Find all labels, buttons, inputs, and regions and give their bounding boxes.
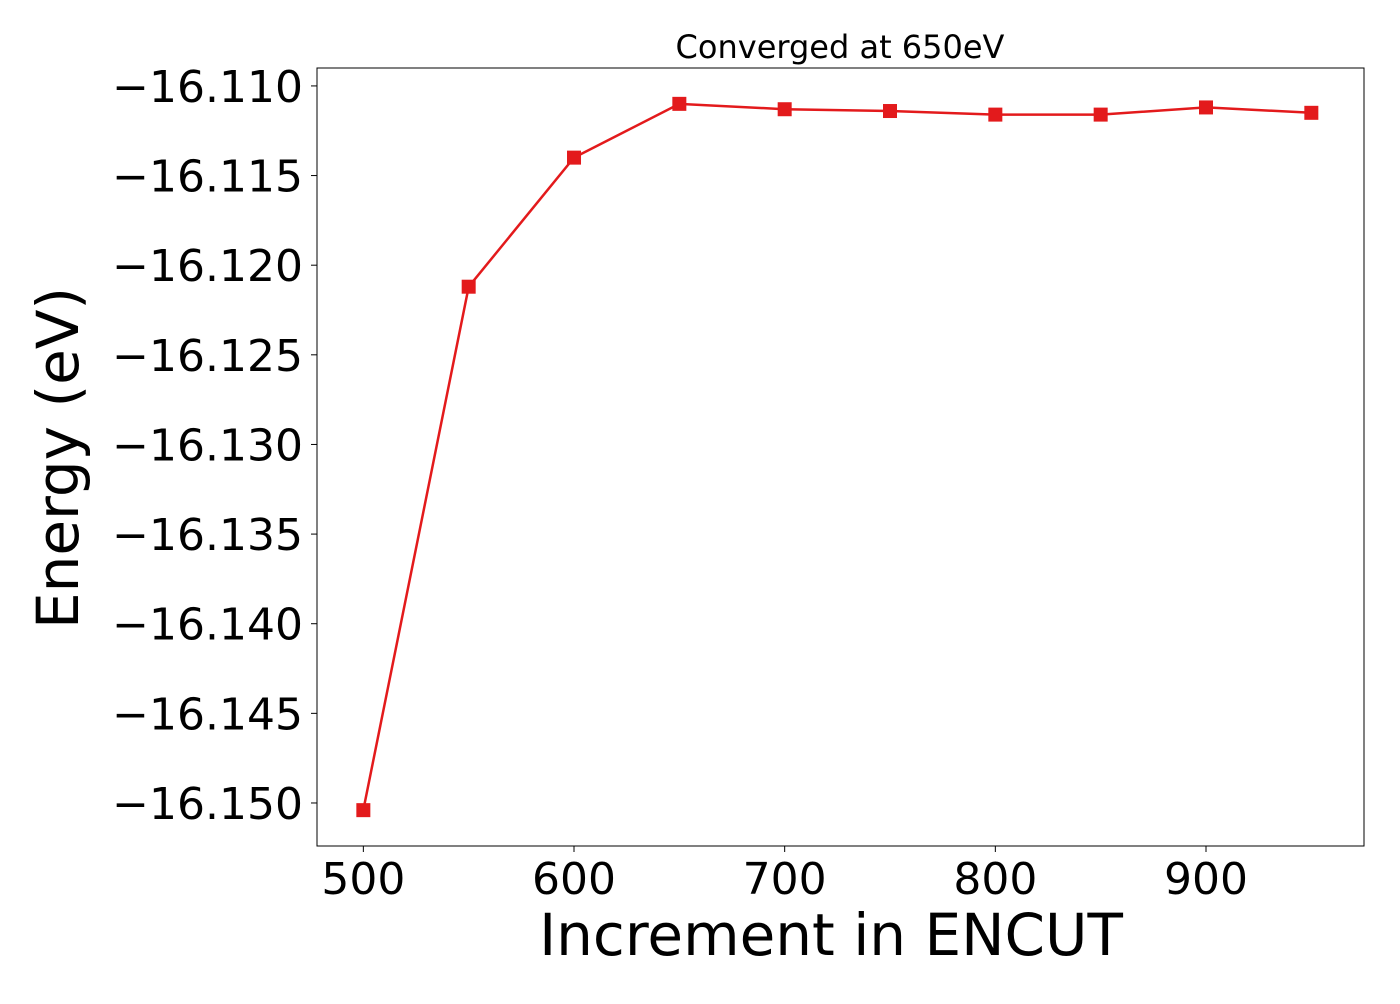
data-point bbox=[1199, 100, 1214, 115]
y-tick-label: −16.150 bbox=[112, 779, 303, 830]
x-tick-label: 800 bbox=[953, 854, 1037, 905]
data-point bbox=[567, 150, 582, 165]
data-point bbox=[1093, 107, 1108, 122]
y-axis: −16.110 −16.115 −16.120 −16.125 −16.130 −16.1… bbox=[112, 62, 317, 830]
chart-title: Converged at 650eV bbox=[676, 28, 1005, 66]
y-tick-label: −16.140 bbox=[112, 600, 303, 651]
y-axis-label: Energy (eV) bbox=[24, 287, 92, 629]
data-point bbox=[356, 803, 371, 818]
data-point bbox=[461, 279, 476, 294]
data-point bbox=[1304, 105, 1319, 120]
x-axis: 500 600 700 800 900 bbox=[321, 846, 1248, 905]
data-point bbox=[988, 107, 1003, 122]
y-tick-label: −16.120 bbox=[112, 241, 303, 292]
y-tick-label: −16.135 bbox=[112, 510, 303, 561]
y-tick-label: −16.110 bbox=[112, 62, 303, 113]
x-tick-label: 900 bbox=[1164, 854, 1248, 905]
data-point bbox=[672, 96, 687, 111]
x-tick-label: 600 bbox=[532, 854, 616, 905]
y-tick-label: −16.145 bbox=[112, 689, 303, 740]
y-tick-label: −16.125 bbox=[112, 331, 303, 382]
x-axis-label: Increment in ENCUT bbox=[539, 901, 1123, 969]
data-point bbox=[883, 104, 898, 119]
series-line bbox=[362, 102, 1312, 811]
y-tick-label: −16.130 bbox=[112, 420, 303, 471]
x-tick-label: 700 bbox=[743, 854, 827, 905]
data-point bbox=[777, 102, 792, 117]
plot-area bbox=[316, 67, 1365, 847]
x-tick-label: 500 bbox=[321, 854, 405, 905]
y-tick-label: −16.115 bbox=[112, 152, 303, 203]
series-layer bbox=[356, 96, 1319, 818]
